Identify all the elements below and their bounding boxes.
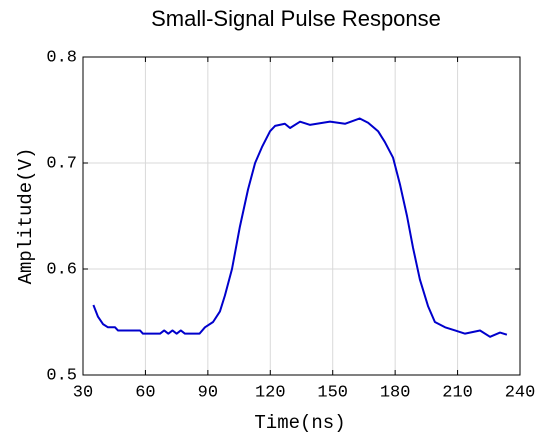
plot-frame bbox=[82, 56, 521, 376]
chart-title: Small-Signal Pulse Response bbox=[151, 6, 441, 31]
x-tick-label: 30 bbox=[73, 383, 93, 402]
x-tick-label: 60 bbox=[135, 383, 155, 402]
y-tick-label: 0.7 bbox=[46, 154, 77, 173]
y-tick-label: 0.8 bbox=[46, 48, 77, 67]
x-tick-label: 120 bbox=[255, 383, 286, 402]
x-tick-label: 90 bbox=[198, 383, 218, 402]
data-line bbox=[92, 117, 508, 338]
x-tick-label: 180 bbox=[380, 383, 411, 402]
y-axis-label: Amplitude(V) bbox=[15, 148, 37, 285]
y-tick-label: 0.5 bbox=[46, 366, 77, 385]
x-tick-label: 150 bbox=[317, 383, 348, 402]
x-tick-label: 240 bbox=[505, 383, 536, 402]
x-tick-label: 210 bbox=[442, 383, 473, 402]
x-axis-label: Time(ns) bbox=[254, 412, 345, 434]
y-tick-label: 0.6 bbox=[46, 260, 77, 279]
